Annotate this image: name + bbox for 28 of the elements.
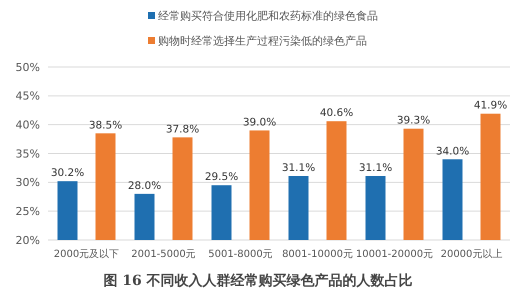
y-tick-label: 30%	[16, 176, 40, 190]
data-label: 31.1%	[358, 162, 392, 174]
x-tick-label: 2001-5000元	[131, 249, 196, 260]
data-label: 29.5%	[204, 171, 238, 184]
y-tick-label: 25%	[16, 205, 40, 218]
y-tick-label: 50%	[16, 60, 40, 74]
y-tick-label: 45%	[16, 90, 40, 103]
x-tick-label: 5001-8000元	[208, 249, 273, 260]
data-label: 38.5%	[88, 119, 122, 132]
data-label: 34.0%	[436, 145, 470, 158]
data-label: 31.1%	[282, 162, 316, 174]
data-label: 37.8%	[166, 123, 200, 136]
data-label: 30.2%	[50, 167, 84, 180]
y-tick-label: 35%	[16, 147, 40, 160]
legend-label: 经常购买符合使用化肥和农药标准的绿色食品	[158, 10, 378, 22]
text: 图 16 不同收入人群经常购买绿色产品的人数占比	[103, 272, 413, 289]
x-tick-label: 2000元及以下	[54, 248, 120, 260]
y-tick-label: 40%	[16, 118, 40, 132]
data-label: 41.9%	[474, 100, 508, 112]
y-tick-label: 20%	[16, 234, 40, 247]
x-tick-label: 20000元以上	[440, 248, 502, 260]
data-label: 39.0%	[242, 116, 276, 128]
legend-label: 购物时经常选择生产过程污染低的绿色产品	[158, 34, 367, 48]
x-tick-label: 8001-10000元	[282, 249, 353, 260]
data-label: 39.3%	[396, 114, 430, 127]
x-tick-label: 10001-20000元	[356, 249, 434, 260]
data-label: 40.6%	[320, 107, 354, 120]
data-label: 28.0%	[128, 180, 162, 192]
